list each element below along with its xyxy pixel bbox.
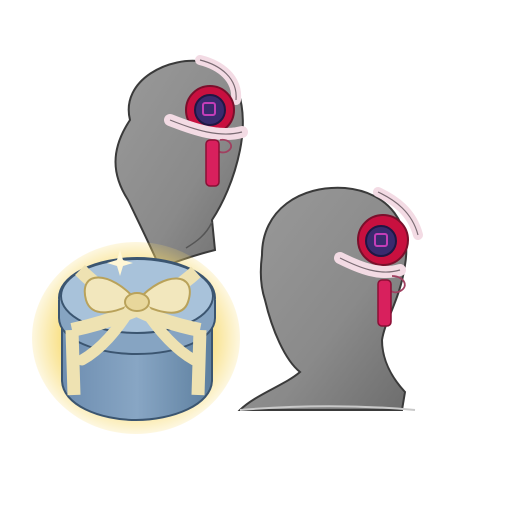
hair-accessory-back [164, 55, 248, 187]
gift-box-icon [32, 242, 240, 434]
hair-accessory-side [334, 187, 423, 327]
